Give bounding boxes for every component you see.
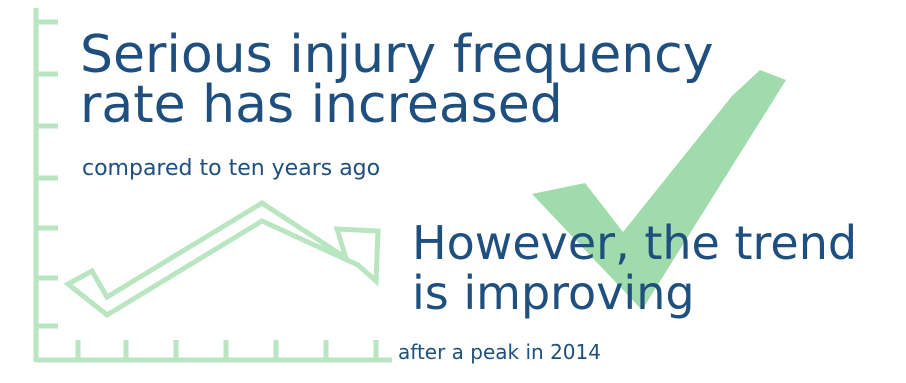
trend-subtext: after a peak in 2014 <box>398 340 601 364</box>
zigzag-arrow-icon <box>63 200 381 319</box>
checkmark-icon <box>532 70 786 310</box>
decorative-axis <box>33 8 392 363</box>
trend-main-text: However, the trend is improving <box>412 216 858 320</box>
trend-main: However, the trend is improving <box>412 218 892 318</box>
headline-subtext: compared to ten years ago <box>82 156 381 181</box>
headline-main: Serious injury frequency rate has increa… <box>80 25 720 135</box>
headline-main-text: Serious injury frequency rate has increa… <box>80 25 714 135</box>
